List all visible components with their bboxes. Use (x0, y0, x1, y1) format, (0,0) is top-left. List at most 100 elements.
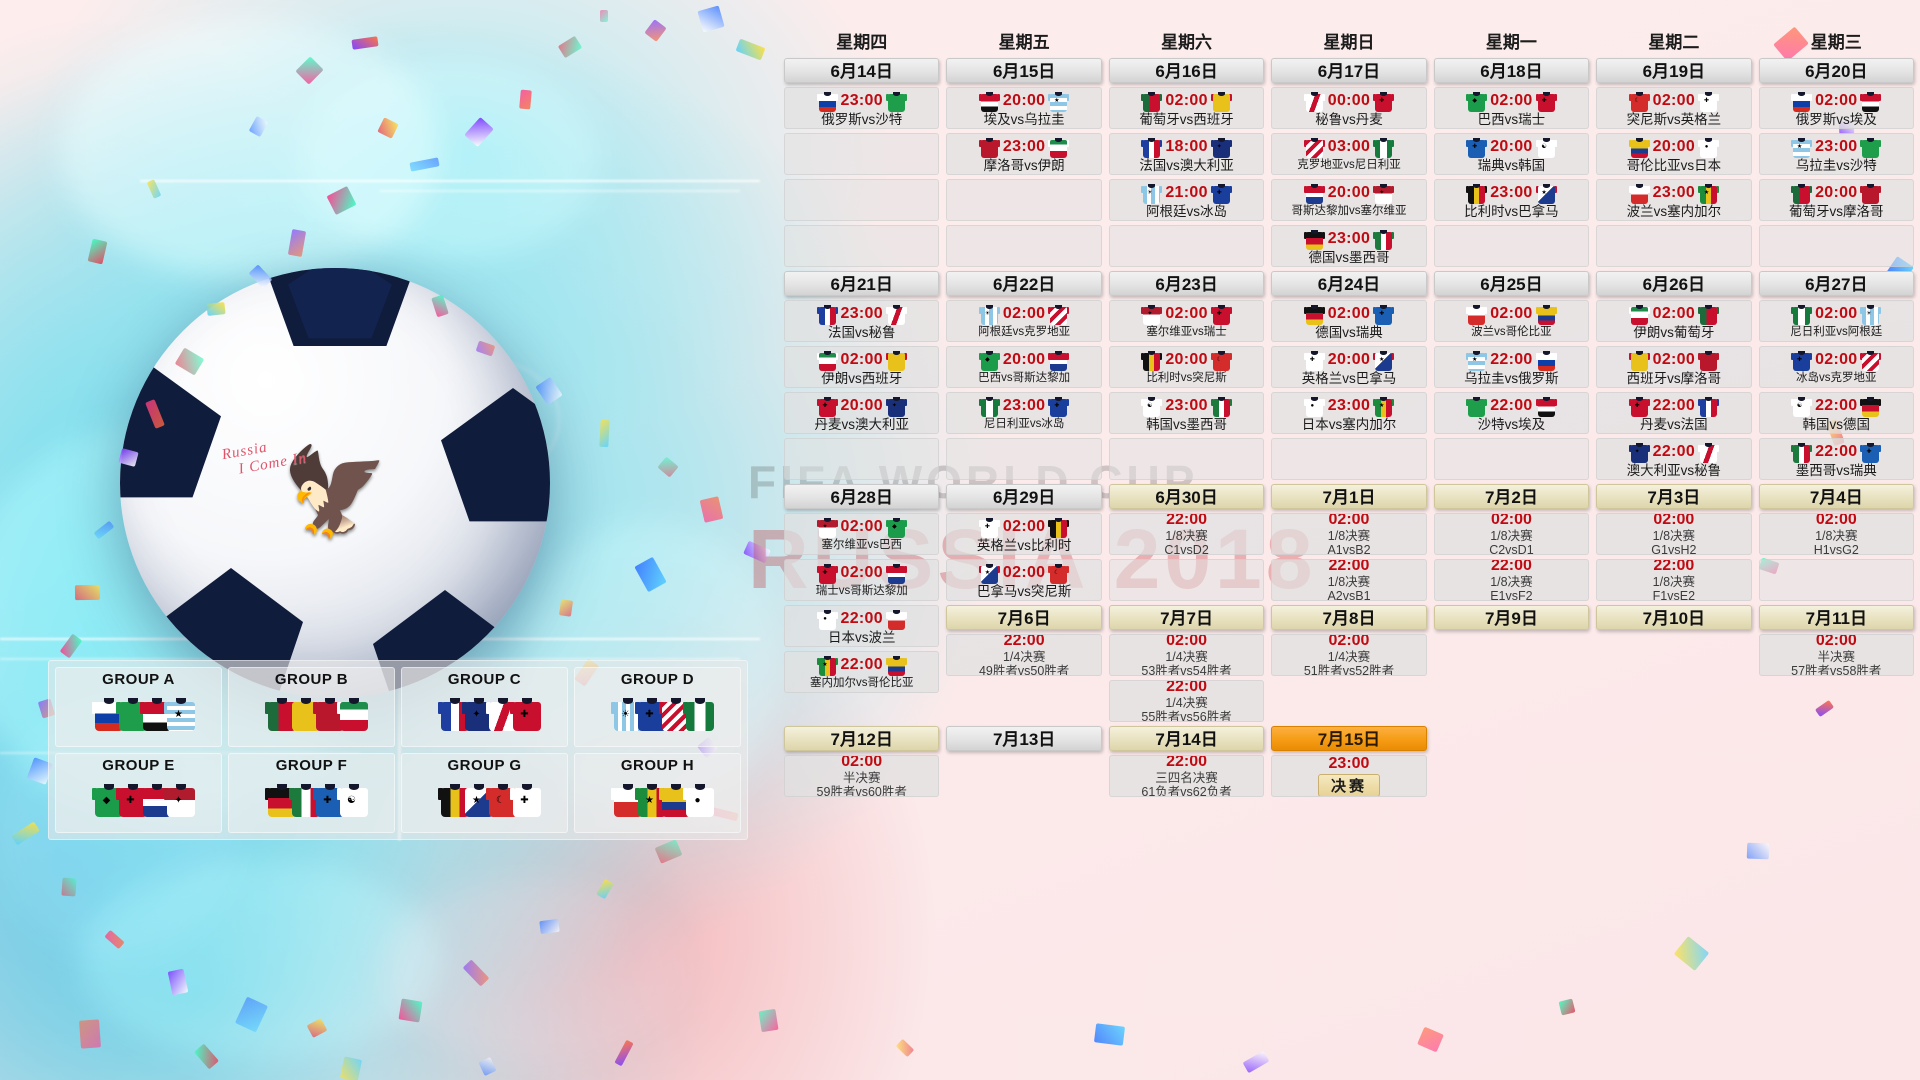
day-label[interactable]: 6月21日 (784, 271, 940, 296)
match-cell[interactable]: 23:00 俄罗斯vs沙特 (784, 87, 940, 129)
match-cell[interactable]: ✦ 02:00 ◆ 塞尔维亚vs巴西 (784, 513, 940, 555)
day-label[interactable]: 6月24日 (1271, 271, 1427, 296)
match-cell[interactable]: 03:00 克罗地亚vs尼日利亚 (1271, 133, 1427, 175)
match-cell[interactable]: ★ 23:00 乌拉圭vs沙特 (1758, 133, 1914, 175)
match-cell[interactable]: ★ 02:00 ☾ 巴拿马vs突尼斯 (946, 559, 1102, 601)
day-label[interactable]: 7月12日 (784, 726, 940, 751)
match-cell[interactable]: 18:00 ✦ 法国vs澳大利亚 (1108, 133, 1265, 175)
day-label[interactable]: 6月22日 (946, 271, 1102, 296)
knockout-cell[interactable]: 02:00 1/8决赛 C2vsD1 (1433, 513, 1590, 555)
match-cell[interactable]: ★ 22:00 塞内加尔vs哥伦比亚 (784, 651, 940, 693)
match-cell[interactable]: ✦ 22:00 澳大利亚vs秘鲁 (1596, 438, 1752, 480)
group-box-group-d[interactable]: GROUP D ☀ ✚ (574, 667, 741, 747)
knockout-cell[interactable]: 02:00 1/8决赛 G1vsH2 (1596, 513, 1752, 555)
match-cell[interactable]: 22:00 沙特vs埃及 (1433, 392, 1590, 434)
day-label[interactable]: 6月23日 (1108, 271, 1265, 296)
day-label[interactable]: 6月16日 (1108, 58, 1265, 83)
day-label[interactable]: 6月29日 (946, 484, 1102, 509)
day-label[interactable]: 7月15日 (1271, 726, 1427, 751)
match-cell[interactable]: ✚ 02:00 英格兰vs比利时 (946, 513, 1102, 555)
day-label[interactable]: 6月28日 (784, 484, 940, 509)
day-label[interactable]: 6月20日 (1758, 58, 1914, 83)
day-label[interactable]: 6月18日 (1433, 58, 1590, 83)
group-box-group-a[interactable]: GROUP A ★ (55, 667, 222, 747)
knockout-cell[interactable]: 22:00 1/8决赛 E1vsF2 (1433, 559, 1590, 601)
knockout-cell[interactable]: 02:00 1/8决赛 H1vsG2 (1758, 513, 1914, 555)
match-cell[interactable]: ✚ 20:00 ☯ 瑞典vs韩国 (1433, 133, 1590, 175)
match-cell[interactable]: ✚ 02:00 瑞士vs哥斯达黎加 (784, 559, 940, 601)
day-label[interactable]: 7月9日 (1433, 605, 1590, 630)
match-cell[interactable]: ☾ 02:00 ✚ 突尼斯vs英格兰 (1596, 87, 1752, 129)
knockout-cell[interactable]: 02:00 半决赛 59胜者vs60胜者 (784, 755, 940, 797)
day-label[interactable]: 7月13日 (946, 726, 1102, 751)
match-cell[interactable]: 23:00 摩洛哥vs伊朗 (946, 133, 1102, 175)
match-cell[interactable]: 02:00 ✚ 德国vs瑞典 (1271, 300, 1427, 342)
match-cell[interactable]: ✚ 20:00 ✦ 丹麦vs澳大利亚 (784, 392, 940, 434)
match-cell[interactable]: ● 23:00 ★ 日本vs塞内加尔 (1271, 392, 1427, 434)
day-label[interactable]: 7月14日 (1108, 726, 1265, 751)
match-cell[interactable]: 20:00 ☾ 比利时vs突尼斯 (1108, 346, 1265, 388)
match-cell[interactable]: 22:00 ✚ 墨西哥vs瑞典 (1758, 438, 1914, 480)
day-label[interactable]: 6月30日 (1108, 484, 1265, 509)
match-cell[interactable]: 20:00 ● 哥伦比亚vs日本 (1596, 133, 1752, 175)
day-label[interactable]: 6月14日 (784, 58, 940, 83)
knockout-cell[interactable]: 02:00 1/4决赛 51胜者vs52胜者 (1271, 634, 1427, 676)
group-box-group-e[interactable]: GROUP E ◆ ✚ ✦ (55, 753, 222, 833)
match-cell[interactable]: ● 22:00 日本vs波兰 (784, 605, 940, 647)
match-cell[interactable]: 02:00 俄罗斯vs埃及 (1758, 87, 1914, 129)
knockout-cell[interactable]: 22:00 1/8决赛 A2vsB1 (1271, 559, 1427, 601)
match-cell[interactable]: 02:00 波兰vs哥伦比亚 (1433, 300, 1590, 342)
group-box-group-b[interactable]: GROUP B (228, 667, 395, 747)
match-cell[interactable]: 02:00 伊朗vs葡萄牙 (1596, 300, 1752, 342)
knockout-cell[interactable]: 22:00 1/8决赛 F1vsE2 (1596, 559, 1752, 601)
match-cell[interactable]: 23:00 法国vs秘鲁 (784, 300, 940, 342)
match-cell[interactable]: ◆ 20:00 巴西vs哥斯达黎加 (946, 346, 1102, 388)
day-label[interactable]: 7月6日 (946, 605, 1102, 630)
day-label[interactable]: 7月7日 (1108, 605, 1265, 630)
match-cell[interactable]: 20:00 葡萄牙vs摩洛哥 (1758, 179, 1914, 221)
knockout-cell[interactable]: 02:00 半决赛 57胜者vs58胜者 (1758, 634, 1914, 676)
match-cell[interactable]: ✚ 20:00 ★ 英格兰vs巴拿马 (1271, 346, 1427, 388)
match-cell[interactable]: ★ 22:00 乌拉圭vs俄罗斯 (1433, 346, 1590, 388)
group-box-group-f[interactable]: GROUP F ✚ ☯ (228, 753, 395, 833)
match-cell[interactable]: ✦ 02:00 ✚ 塞尔维亚vs瑞士 (1108, 300, 1265, 342)
day-label[interactable]: 7月2日 (1433, 484, 1590, 509)
knockout-cell[interactable]: 22:00 1/4决赛 55胜者vs56胜者 (1108, 680, 1265, 722)
match-cell[interactable]: ◆ 02:00 ✚ 巴西vs瑞士 (1433, 87, 1590, 129)
knockout-cell[interactable]: 02:00 1/4决赛 53胜者vs54胜者 (1108, 634, 1265, 676)
day-label[interactable]: 6月17日 (1271, 58, 1427, 83)
group-box-group-c[interactable]: GROUP C ✦ ✚ (401, 667, 568, 747)
match-cell[interactable]: 02:00 葡萄牙vs西班牙 (1108, 87, 1265, 129)
day-label[interactable]: 6月15日 (946, 58, 1102, 83)
match-cell[interactable]: 23:00 ✚ 尼日利亚vs冰岛 (946, 392, 1102, 434)
match-cell[interactable]: 20:00 ★ 埃及vs乌拉圭 (946, 87, 1102, 129)
day-label[interactable]: 7月10日 (1596, 605, 1752, 630)
day-label[interactable]: 7月8日 (1271, 605, 1427, 630)
match-cell[interactable]: 23:00 ★ 比利时vs巴拿马 (1433, 179, 1590, 221)
day-label[interactable]: 6月19日 (1596, 58, 1752, 83)
group-box-group-g[interactable]: GROUP G ★ ☾ ✚ (401, 753, 568, 833)
match-cell[interactable]: 00:00 ✚ 秘鲁vs丹麦 (1271, 87, 1427, 129)
group-box-group-h[interactable]: GROUP H ★ ● (574, 753, 741, 833)
day-label[interactable]: 7月11日 (1758, 605, 1914, 630)
match-cell[interactable]: ✚ 02:00 冰岛vs克罗地亚 (1758, 346, 1914, 388)
knockout-cell[interactable]: 22:00 1/8决赛 C1vsD2 (1108, 513, 1265, 555)
knockout-cell[interactable]: 22:00 三四名决赛 61负者vs62负者 (1108, 755, 1265, 797)
knockout-cell[interactable]: 23:00 决赛 (1271, 755, 1427, 797)
knockout-cell[interactable]: 22:00 1/4决赛 49胜者vs50胜者 (946, 634, 1102, 676)
match-cell[interactable]: ☯ 22:00 韩国vs德国 (1758, 392, 1914, 434)
day-label[interactable]: 6月25日 (1433, 271, 1590, 296)
match-cell[interactable]: ☀ 21:00 ✚ 阿根廷vs冰岛 (1108, 179, 1265, 221)
day-label[interactable]: 7月3日 (1596, 484, 1752, 509)
match-cell[interactable]: 02:00 西班牙vs摩洛哥 (1596, 346, 1752, 388)
day-label[interactable]: 6月26日 (1596, 271, 1752, 296)
day-label[interactable]: 7月4日 (1758, 484, 1914, 509)
day-label[interactable]: 6月27日 (1758, 271, 1914, 296)
match-cell[interactable]: ✚ 22:00 丹麦vs法国 (1596, 392, 1752, 434)
match-cell[interactable]: ☯ 23:00 韩国vs墨西哥 (1108, 392, 1265, 434)
match-cell[interactable]: 02:00 ☀ 尼日利亚vs阿根廷 (1758, 300, 1914, 342)
day-label[interactable]: 7月1日 (1271, 484, 1427, 509)
match-cell[interactable]: 23:00 ★ 波兰vs塞内加尔 (1596, 179, 1752, 221)
match-cell[interactable]: 23:00 德国vs墨西哥 (1271, 225, 1427, 267)
knockout-cell[interactable]: 02:00 1/8决赛 A1vsB2 (1271, 513, 1427, 555)
